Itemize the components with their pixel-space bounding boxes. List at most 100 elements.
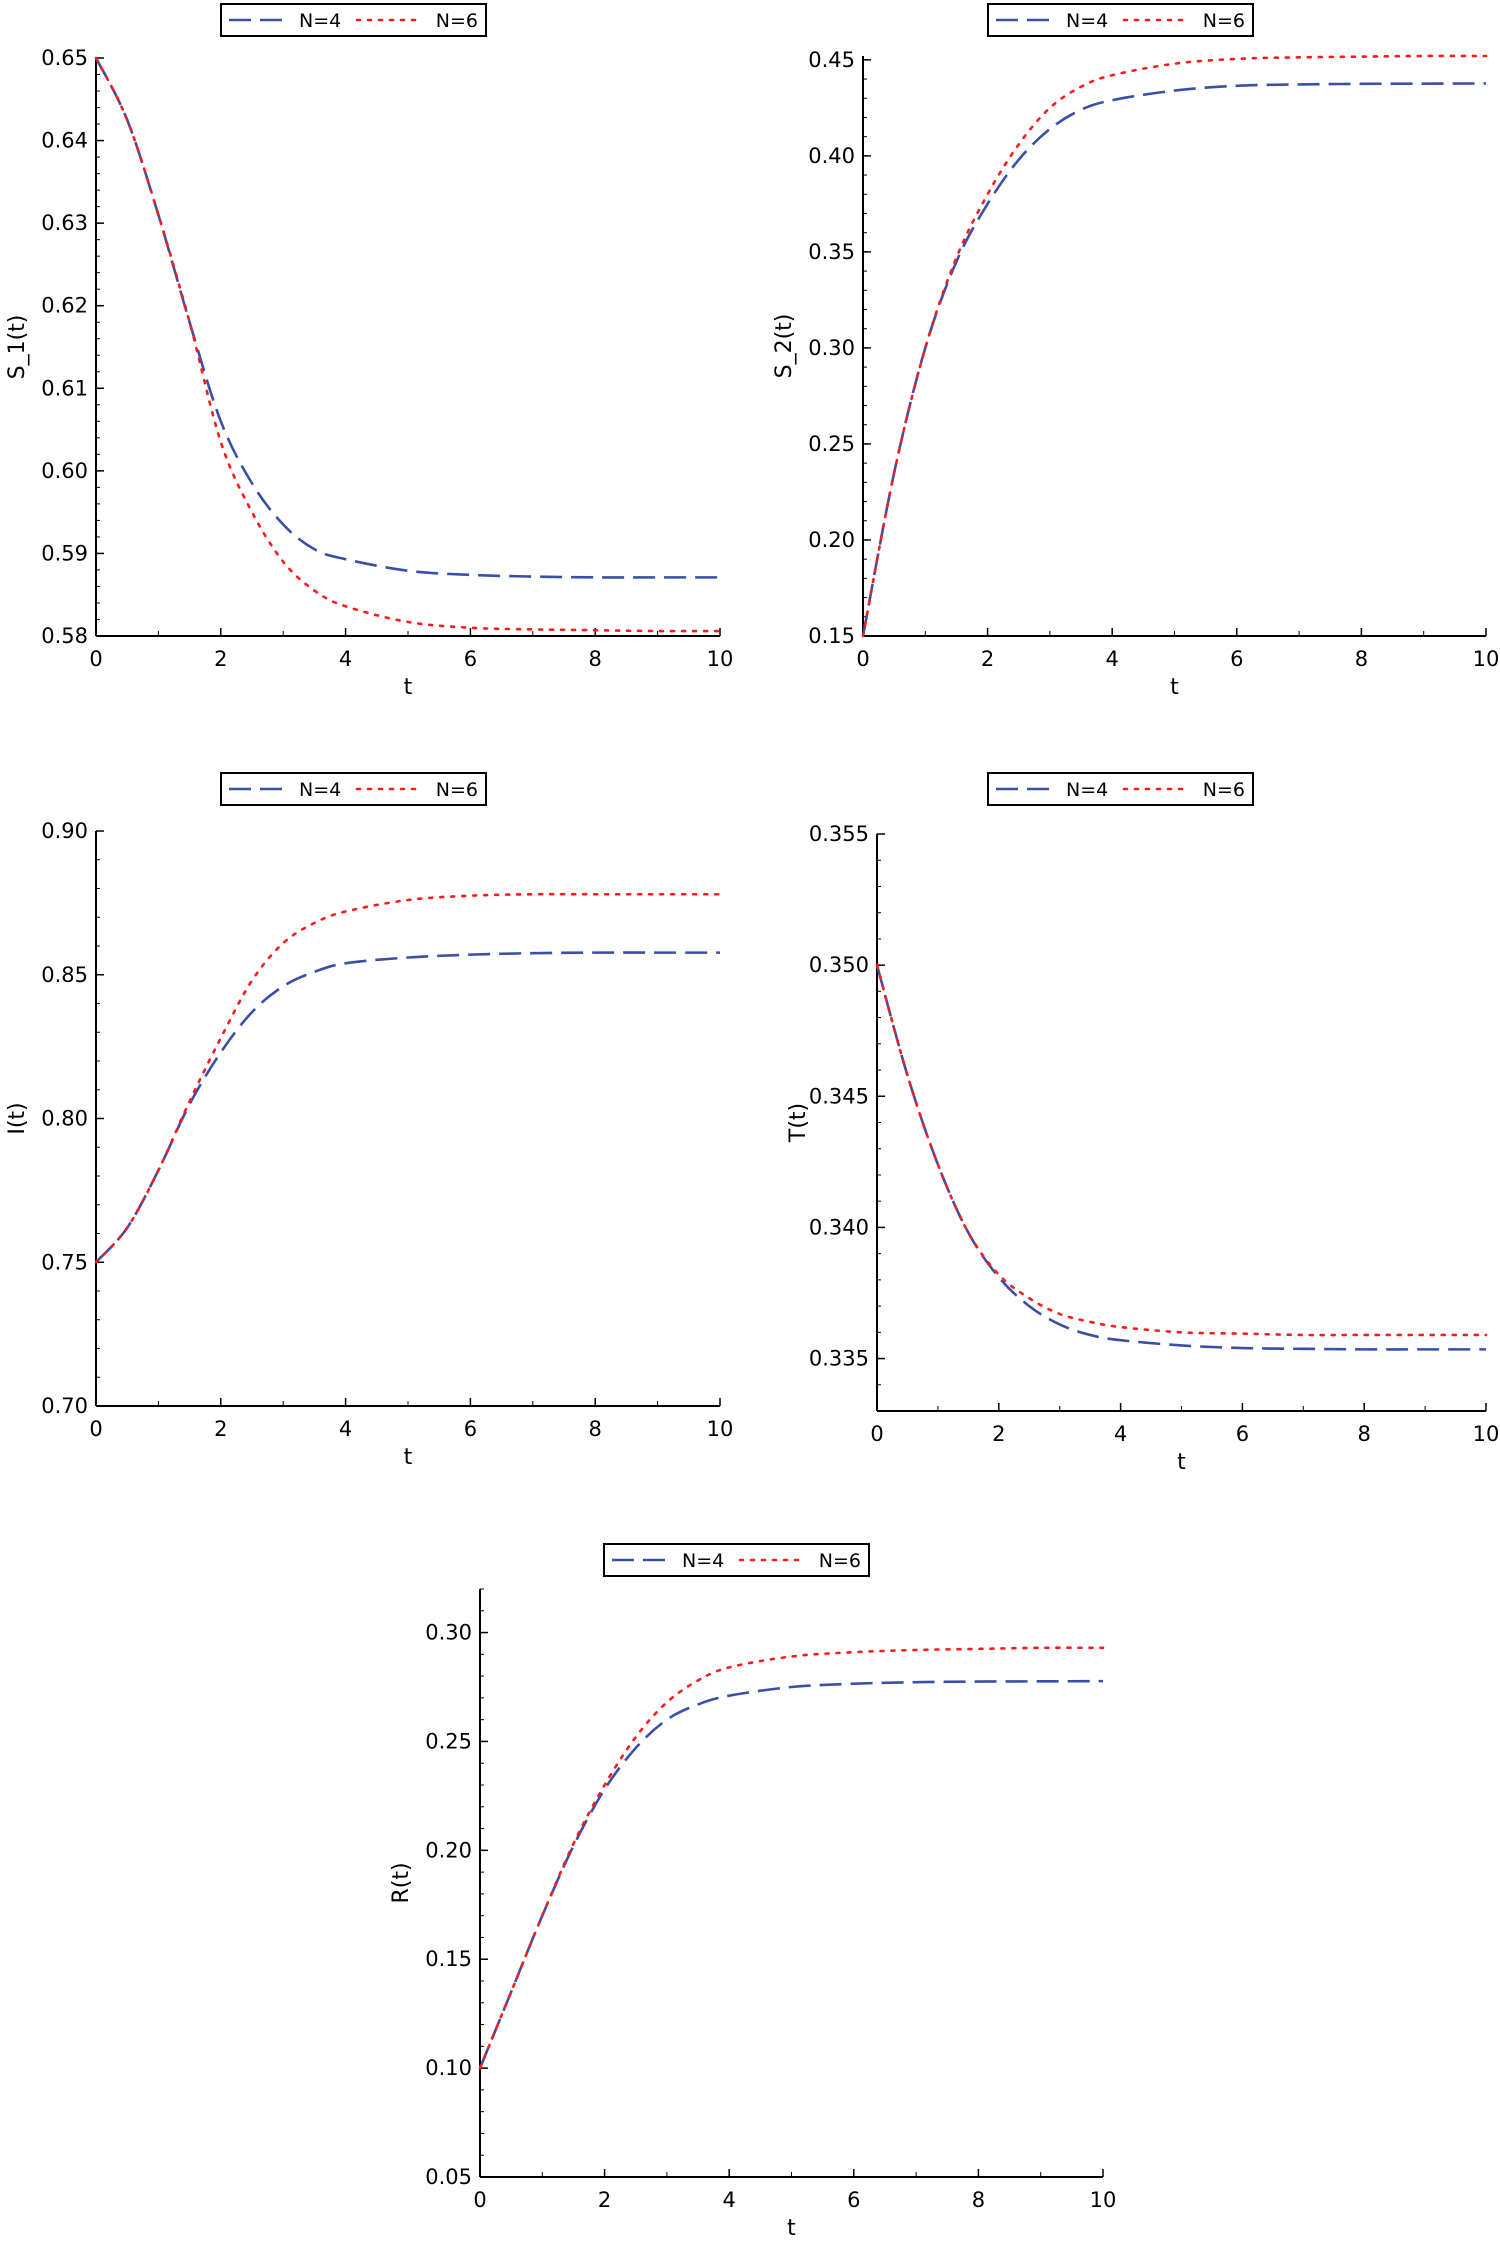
legend-label-n4: N=4 [682,1550,724,1572]
series-line-n4 [875,964,1486,1351]
x-tick-label: 6 [1236,1422,1249,1446]
legend-label-n6: N=6 [819,1550,861,1572]
y-tick-label: 0.20 [425,1838,472,1862]
x-tick-label: 2 [981,647,994,671]
y-tick-label: 0.350 [809,953,869,977]
y-tick-label: 0.58 [41,624,88,648]
x-tick-label: 4 [339,647,352,671]
chart-panel-s1t: 0 2 4 6 8 10 0.58 0.59 0.60 0.61 0.62 0.63 0.64 0.65 t… [5,3,734,700]
series-line-n6 [478,1646,1105,2070]
x-tick-label: 6 [847,2188,860,2212]
legend-label-n6: N=6 [1203,779,1245,801]
x-tick-label: 2 [214,1417,227,1441]
y-tick-label: 0.25 [425,1729,472,1753]
x-tick-label: 8 [589,647,602,671]
y-tick-label: 0.345 [809,1084,869,1108]
x-tick-label: 0 [856,647,869,671]
x-tick-label: 8 [1355,647,1368,671]
y-tick-label: 0.25 [808,432,855,456]
legend-label-n6: N=6 [436,10,478,32]
y-tick-label: 0.20 [808,528,855,552]
x-tick-label: 6 [464,647,477,671]
x-tick-label: 8 [972,2188,985,2212]
x-axis-label: t [787,2216,796,2240]
y-tick-label: 0.80 [41,1107,88,1131]
x-tick-label: 4 [723,2188,736,2212]
x-tick-label: 4 [1114,1422,1127,1446]
y-tick-label: 0.40 [808,144,855,168]
y-axis-label: S_1(t) [5,315,30,380]
y-tick-label: 0.15 [425,1947,472,1971]
y-tick-label: 0.85 [41,963,88,987]
chart-panel-it: 0 2 4 6 8 10 0.70 0.75 0.80 0.85 0.90 t I(t) N=4 N=6 [5,772,734,1470]
series-line-n4 [94,57,720,579]
legend-label-n4: N=4 [299,779,341,801]
y-tick-label: 0.35 [808,240,855,264]
x-tick-label: 8 [589,1417,602,1441]
x-axis-label: t [404,1445,413,1470]
series-line-n4 [478,1679,1104,2069]
y-axis-label: R(t) [389,1862,414,1903]
x-tick-label: 10 [1473,647,1500,671]
legend-label-n6: N=6 [1203,10,1245,32]
legend-label-n4: N=4 [299,10,341,32]
x-tick-label: 0 [89,1417,102,1441]
y-tick-label: 0.59 [41,541,88,565]
x-tick-label: 10 [707,1417,734,1441]
x-tick-label: 8 [1358,1422,1371,1446]
y-tick-label: 0.355 [809,822,869,846]
x-axis-label: t [404,675,413,700]
y-tick-label: 0.63 [41,211,88,235]
y-tick-label: 0.75 [41,1250,88,1274]
legend: N=4 N=6 [220,772,487,806]
series-line-n6 [861,54,1488,638]
y-tick-label: 0.64 [41,129,88,153]
y-tick-label: 0.70 [41,1394,88,1418]
x-tick-label: 6 [1230,647,1243,671]
series-line-n4 [861,82,1487,637]
y-tick-label: 0.335 [809,1347,869,1371]
x-tick-label: 10 [1090,2188,1117,2212]
legend: N=4 N=6 [220,3,487,37]
series-line-n6 [875,963,1488,1337]
y-tick-label: 0.10 [425,2056,472,2080]
x-tick-label: 4 [1106,647,1119,671]
legend-box [220,3,487,37]
x-tick-label: 6 [464,1417,477,1441]
y-tick-label: 0.90 [41,819,88,843]
y-tick-label: 0.05 [425,2165,472,2189]
x-axis-label: t [1177,1450,1186,1475]
y-tick-label: 0.65 [41,46,88,70]
legend-label-n4: N=4 [1066,779,1108,801]
x-tick-label: 10 [1473,1422,1500,1446]
chart-panel-s2t: 0 2 4 6 8 10 0.15 0.20 0.25 0.30 0.35 0.40 0.45 t S_2(… [772,3,1500,700]
y-tick-label: 0.60 [41,459,88,483]
x-tick-label: 2 [598,2188,611,2212]
x-tick-label: 0 [473,2188,486,2212]
y-tick-label: 0.62 [41,294,88,318]
x-tick-label: 0 [89,647,102,671]
x-axis-label: t [1170,675,1179,700]
y-tick-label: 0.340 [809,1215,869,1239]
x-tick-label: 4 [339,1417,352,1441]
series-line-n4 [95,951,720,1264]
y-tick-label: 0.45 [808,48,855,72]
series-line-n6 [94,892,722,1264]
legend: N=4 N=6 [987,772,1254,806]
x-tick-label: 10 [707,647,734,671]
y-axis-label: T(t) [786,1103,811,1143]
y-tick-label: 0.61 [41,376,88,400]
y-tick-label: 0.15 [808,624,855,648]
y-tick-label: 0.30 [808,336,855,360]
legend-label-n4: N=4 [1066,10,1108,32]
y-tick-label: 0.30 [425,1621,472,1645]
legend: N=4 N=6 [987,3,1254,37]
series-line-n6 [94,56,722,633]
x-tick-label: 2 [992,1422,1005,1446]
x-tick-label: 0 [870,1422,883,1446]
legend: N=4 N=6 [603,1543,870,1577]
chart-panel-tt: 0 2 4 6 8 10 0.335 0.340 0.345 0.350 0.355 t T(t) N=4… [786,772,1500,1475]
legend-label-n6: N=6 [436,779,478,801]
